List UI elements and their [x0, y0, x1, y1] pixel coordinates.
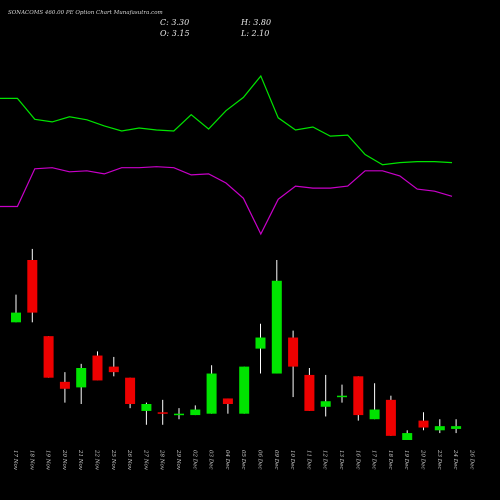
- x-tick-label: 09 Dec: [273, 450, 279, 470]
- candle-body-down: [353, 376, 364, 416]
- candle: [59, 372, 70, 403]
- candle-body-down: [418, 420, 429, 428]
- candle-body-down: [43, 336, 54, 378]
- candle-body-down: [125, 377, 136, 404]
- candle: [353, 376, 364, 421]
- candle: [27, 248, 38, 323]
- x-tick-label: 16 Dec: [354, 450, 360, 470]
- candle-body-up: [369, 409, 380, 420]
- candle-body-down: [304, 374, 315, 411]
- candle-body-up: [320, 401, 331, 407]
- candle-body-up: [402, 433, 413, 440]
- candle: [271, 260, 282, 374]
- candle-body-up: [337, 395, 347, 398]
- candle: [402, 430, 413, 440]
- candle-body-up: [239, 366, 250, 414]
- candle: [108, 356, 119, 377]
- chart-title: SONACOMS 460.00 PE Option Chart Munafasu…: [8, 10, 163, 16]
- candle: [434, 419, 445, 434]
- candle: [255, 323, 266, 374]
- candle-body-down: [288, 337, 299, 367]
- x-tick-label: 21 Nov: [77, 449, 83, 471]
- x-tick-label: 29 Nov: [175, 449, 181, 471]
- candle-body-up: [206, 373, 217, 414]
- x-tick-label: 19 Nov: [45, 450, 51, 471]
- candle-body-down: [222, 398, 233, 404]
- x-tick-label: 28 Nov: [159, 449, 165, 471]
- x-tick-label: 20 Nov: [61, 449, 67, 471]
- candle: [141, 402, 152, 425]
- x-tick-label: 06 Dec: [257, 450, 263, 470]
- x-tick-label: 17 Dec: [371, 450, 377, 470]
- x-tick-label: 03 Dec: [208, 450, 214, 470]
- candle: [239, 366, 250, 414]
- x-tick-label: 05 Dec: [240, 450, 246, 470]
- candle-body-up: [190, 409, 201, 416]
- candle-body-up: [271, 280, 282, 374]
- candles: [11, 248, 462, 440]
- candle-body-up: [451, 426, 462, 429]
- x-tick-label: 25 Nov: [110, 449, 116, 471]
- x-tick-label: 12 Dec: [322, 450, 328, 470]
- candle-body-up: [434, 426, 445, 431]
- x-tick-label: 02 Dec: [191, 450, 197, 470]
- candle-body-down: [27, 260, 38, 313]
- x-tick-label: 26 Nov: [126, 449, 132, 471]
- candle-body-up: [141, 404, 152, 411]
- close-value: C: 3.30: [160, 18, 190, 27]
- candle: [125, 377, 136, 409]
- indicator-line-magenta: [0, 166, 453, 236]
- candle: [11, 294, 21, 323]
- candle-body-up: [255, 337, 266, 349]
- x-axis-labels: 17 Nov 18 Nov 19 Nov 20 Nov 21 Nov 22 Nov 25 N…: [12, 449, 474, 471]
- x-tick-label: 18 Nov: [28, 450, 34, 471]
- x-tick-label: 22 Nov: [94, 449, 100, 471]
- candle: [222, 398, 233, 414]
- indicator-lines: [0, 74, 453, 236]
- x-tick-label: 19 Dec: [403, 450, 409, 470]
- x-tick-label: 11 Dec: [305, 450, 311, 470]
- candle: [157, 399, 168, 425]
- candle: [385, 395, 396, 436]
- candle: [76, 363, 87, 404]
- candle: [304, 368, 315, 411]
- candle: [337, 384, 347, 403]
- candle: [206, 365, 217, 414]
- x-tick-label: 23 Dec: [436, 449, 442, 470]
- candle: [43, 336, 54, 378]
- candle-body-down: [59, 381, 70, 389]
- candle: [418, 412, 429, 431]
- candle-body-down: [157, 412, 168, 414]
- candle: [174, 408, 184, 420]
- candle-body-down: [92, 355, 103, 381]
- x-tick-label: 26 Dec: [468, 449, 474, 470]
- candle: [190, 405, 201, 416]
- candle-body-down: [108, 366, 119, 373]
- low-value: L: 2.10: [241, 29, 270, 38]
- candle-body-up: [76, 368, 87, 388]
- candle: [451, 419, 462, 434]
- candle: [369, 383, 380, 420]
- candle-body-down: [385, 399, 396, 436]
- candle-body-up: [174, 413, 184, 416]
- x-tick-label: 27 Nov: [142, 449, 148, 471]
- open-value: O: 3.15: [160, 29, 190, 38]
- x-tick-label: 13 Dec: [338, 450, 344, 470]
- indicator-line-green: [0, 74, 453, 166]
- x-tick-label: 24 Dec: [452, 449, 458, 470]
- x-tick-label: 04 Dec: [224, 450, 230, 470]
- candle-body-up: [11, 312, 21, 323]
- x-tick-label: 17 Nov: [12, 450, 18, 471]
- x-tick-label: 20 Dec: [420, 449, 426, 470]
- candle: [320, 374, 331, 417]
- candle: [92, 351, 103, 381]
- x-tick-label: 18 Dec: [387, 450, 393, 470]
- x-tick-label: 10 Dec: [289, 450, 295, 470]
- high-value: H: 3.80: [241, 18, 272, 27]
- candle: [288, 330, 299, 398]
